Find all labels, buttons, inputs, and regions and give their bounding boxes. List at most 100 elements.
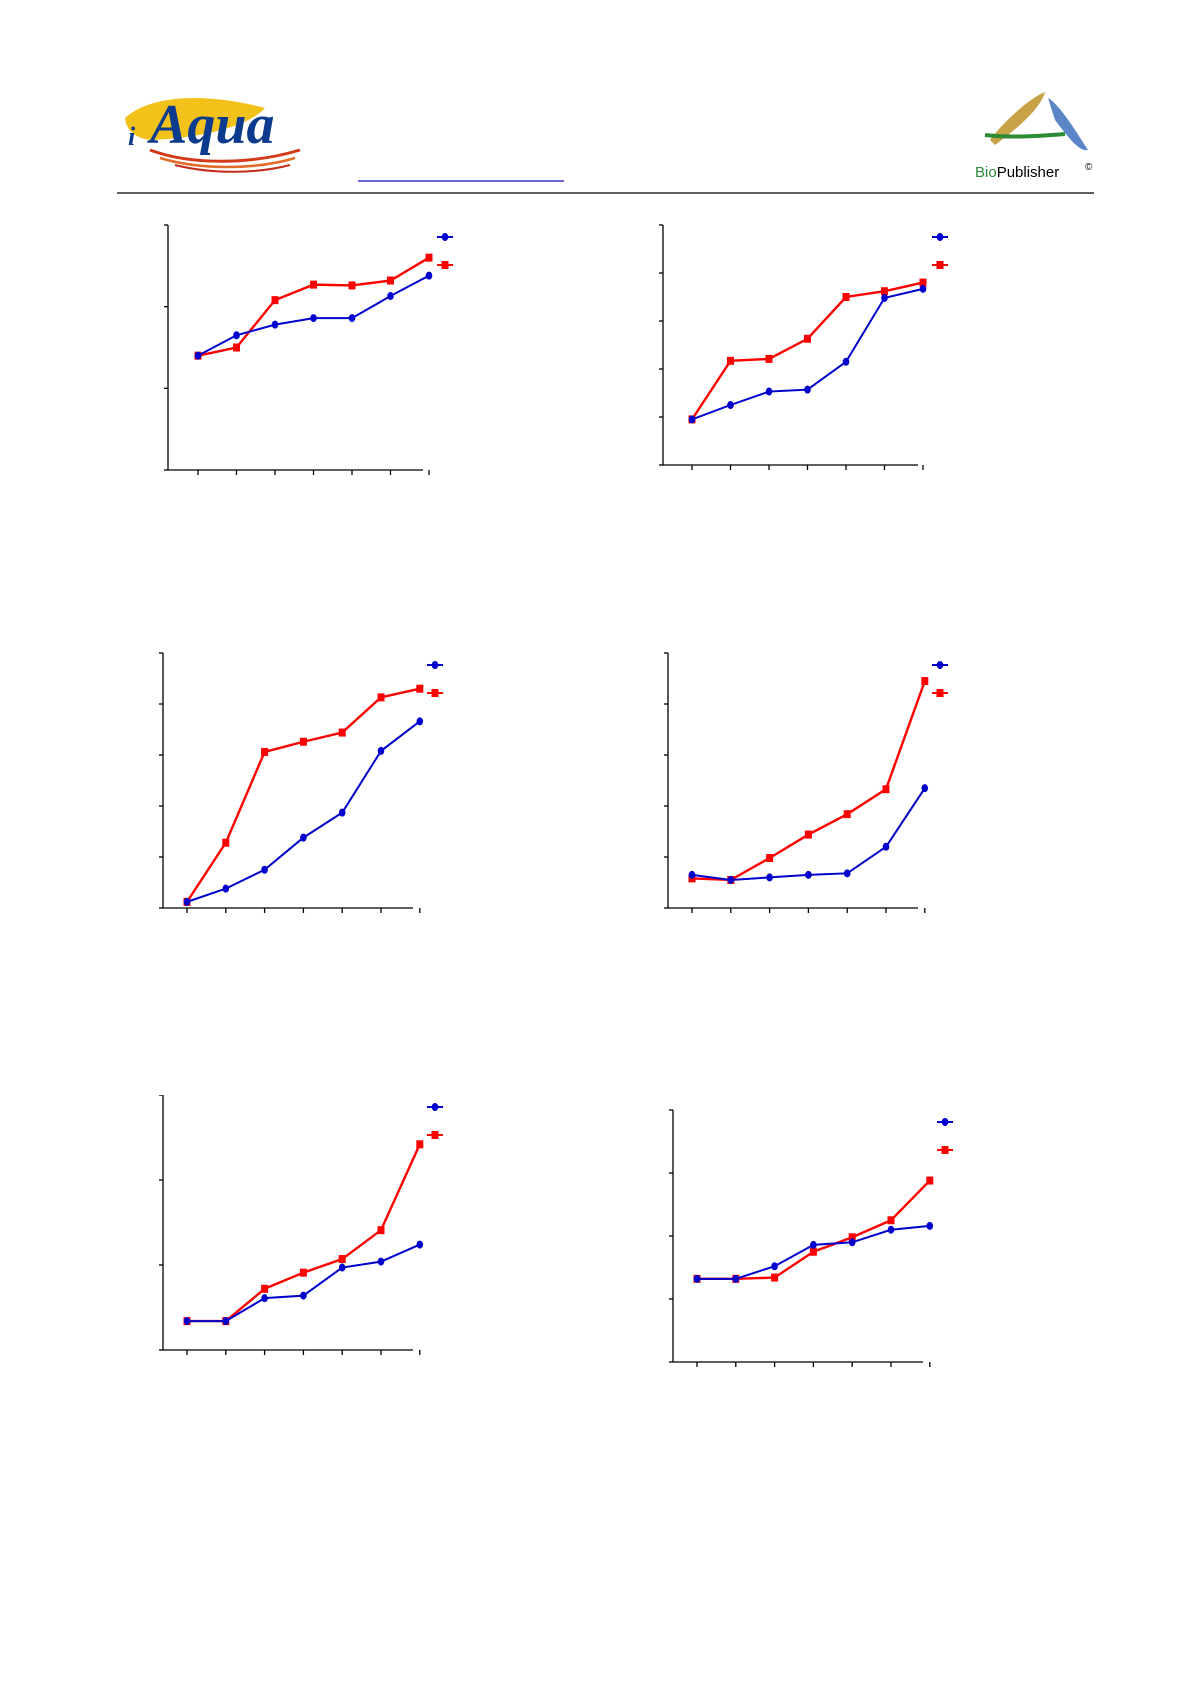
series-2-point bbox=[809, 1247, 817, 1256]
copyright-mark: © bbox=[1085, 162, 1093, 173]
series-1-point bbox=[300, 833, 307, 842]
series-1-point bbox=[732, 1274, 740, 1283]
series-1-point bbox=[887, 1225, 895, 1234]
series-2-point bbox=[843, 810, 851, 819]
chart-6 bbox=[669, 1109, 953, 1367]
series-2-point bbox=[804, 334, 811, 343]
series-1-point bbox=[805, 870, 812, 879]
series-2-point bbox=[425, 253, 433, 262]
series-1-point bbox=[804, 385, 811, 394]
legend-series-2-marker bbox=[431, 1131, 439, 1139]
series-2-point bbox=[804, 830, 812, 839]
series-2-point bbox=[416, 684, 424, 693]
series-2-point bbox=[310, 280, 317, 289]
series-1-point bbox=[271, 320, 279, 329]
series-2-point bbox=[882, 785, 890, 794]
series-2-point bbox=[377, 693, 385, 702]
series-2-point bbox=[765, 354, 773, 363]
series-2-point bbox=[233, 343, 240, 352]
series-2-point bbox=[299, 737, 307, 746]
series-1-point bbox=[848, 1238, 856, 1247]
series-1-point bbox=[300, 1291, 307, 1300]
legend-series-2-marker bbox=[936, 261, 944, 269]
series-2-point bbox=[271, 296, 279, 305]
series-1-point bbox=[183, 1317, 191, 1326]
series-2-line bbox=[197, 256, 430, 357]
series-2-point bbox=[919, 278, 927, 287]
series-1-point bbox=[881, 293, 888, 302]
series-2-point bbox=[887, 1216, 895, 1225]
series-2-point bbox=[766, 854, 774, 863]
series-1-line bbox=[187, 1243, 421, 1323]
series-1-point bbox=[222, 884, 230, 893]
series-2-point bbox=[377, 1226, 385, 1235]
series-1-point bbox=[919, 284, 927, 293]
series-2-point bbox=[848, 1233, 856, 1242]
series-1-line bbox=[186, 720, 421, 903]
series-1-point bbox=[348, 314, 356, 323]
series-1-point bbox=[688, 415, 696, 424]
legend-series-2-marker bbox=[936, 689, 944, 697]
legend-series-1-marker bbox=[936, 661, 944, 669]
legend-series-1-marker bbox=[941, 1118, 949, 1126]
series-1-point bbox=[233, 331, 240, 340]
legend-series-2-marker bbox=[441, 261, 449, 269]
series-2-point bbox=[261, 1284, 269, 1293]
series-2-point bbox=[771, 1273, 779, 1282]
series-1-point bbox=[194, 351, 202, 360]
chart-4 bbox=[664, 652, 948, 913]
series-1-point bbox=[843, 869, 851, 878]
series-2-line bbox=[691, 680, 926, 882]
series-1-point bbox=[693, 1274, 701, 1283]
series-1-point bbox=[261, 1294, 268, 1303]
aqua-logo-text: Aqua bbox=[147, 94, 275, 156]
legend-series-1-marker bbox=[441, 233, 449, 241]
biopublisher-logo: BioPublisher © bbox=[975, 92, 1093, 181]
page-header: i Aqua BioPublisher © bbox=[0, 0, 1197, 200]
series-2-line bbox=[185, 687, 421, 903]
chart-5 bbox=[159, 1095, 443, 1355]
series-1-point bbox=[377, 1257, 385, 1266]
series-2-point bbox=[338, 1255, 346, 1264]
series-1-point bbox=[425, 271, 433, 280]
header-graphics: i Aqua BioPublisher © bbox=[117, 92, 1094, 194]
legend-series-2-marker bbox=[941, 1146, 949, 1154]
series-2-point bbox=[926, 1176, 934, 1185]
series-1-point bbox=[377, 746, 385, 755]
chart-2 bbox=[659, 224, 948, 470]
chart-3 bbox=[159, 652, 443, 913]
series-2-point bbox=[727, 356, 734, 365]
series-1-point bbox=[261, 865, 268, 874]
series-1-point bbox=[842, 357, 850, 366]
series-2-point bbox=[348, 281, 356, 290]
series-1-point bbox=[926, 1221, 934, 1230]
series-2-point bbox=[842, 293, 850, 301]
series-1-point bbox=[387, 292, 394, 301]
series-2-point bbox=[222, 838, 230, 847]
chart-1 bbox=[164, 224, 453, 475]
series-1-point bbox=[416, 717, 424, 726]
series-1-point bbox=[882, 842, 890, 851]
aqua-logo-prefix: i bbox=[128, 122, 136, 151]
series-1-point bbox=[416, 1240, 424, 1249]
series-1-point bbox=[921, 784, 929, 793]
bio-text: Bio bbox=[975, 164, 997, 181]
series-1-point bbox=[338, 1263, 346, 1272]
series-1-point bbox=[310, 314, 317, 323]
series-2-point bbox=[921, 677, 929, 686]
series-2-point bbox=[261, 747, 269, 756]
legend-series-2-marker bbox=[431, 689, 439, 697]
series-2-point bbox=[416, 1140, 424, 1149]
legend-series-1-marker bbox=[431, 661, 439, 669]
legend-series-1-marker bbox=[431, 1103, 439, 1111]
series-2-line bbox=[690, 281, 924, 421]
series-2-point bbox=[387, 276, 394, 285]
series-2-point bbox=[338, 728, 346, 737]
series-1-line bbox=[691, 287, 924, 421]
series-1-point bbox=[222, 1317, 230, 1326]
series-1-point bbox=[338, 808, 346, 817]
series-1-point bbox=[810, 1240, 817, 1249]
series-2-point bbox=[299, 1268, 307, 1277]
series-1-point bbox=[727, 875, 735, 884]
series-1-point bbox=[688, 870, 696, 879]
